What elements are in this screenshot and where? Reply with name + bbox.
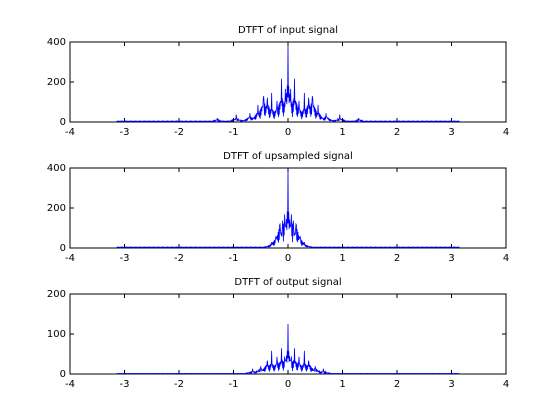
spectrum-line [116,323,460,375]
x-tick-label: 0 [285,379,291,390]
y-tick-label: 100 [47,329,66,340]
panel-input: DTFT of input signal 0 200 400 -4 -3 -2 … [47,25,509,138]
x-tick-label: 1 [339,253,345,264]
x-tick-label: -4 [65,127,75,138]
panel-upsampled: DTFT of upsampled signal 0 200 400 -4 -3… [47,151,509,264]
x-tick-label: -2 [174,253,184,264]
x-tick-label: -3 [120,127,130,138]
x-tick-label: -3 [120,253,130,264]
x-tick-label: -2 [174,379,184,390]
x-tick-label: -1 [229,253,239,264]
y-tick-label: 0 [60,243,66,254]
x-tick-label: -1 [229,379,239,390]
y-tick-label: 200 [47,77,66,88]
y-tick-label: 400 [47,37,66,48]
ticks [69,167,507,249]
panel-output: DTFT of output signal 0 100 200 -4 -3 -2… [47,277,509,390]
x-tick-label: 1 [339,379,345,390]
y-tick-label: 400 [47,163,66,174]
y-tick-label: 200 [47,203,66,214]
x-tick-label: 2 [394,379,400,390]
y-tick-label: 0 [60,117,66,128]
x-tick-label: 2 [394,127,400,138]
x-tick-label: 0 [285,127,291,138]
y-axis: 0 100 200 [47,289,66,380]
panel-title: DTFT of output signal [234,277,341,288]
y-tick-label: 0 [60,369,66,380]
x-tick-label: 0 [285,253,291,264]
x-tick-label: -4 [65,253,75,264]
x-tick-label: 4 [503,253,509,264]
y-tick-label: 200 [47,289,66,300]
y-axis: 0 200 400 [47,37,66,128]
x-tick-label: -2 [174,127,184,138]
ticks [69,41,507,123]
series-line [116,323,460,375]
y-axis: 0 200 400 [47,163,66,254]
x-tick-label: 2 [394,253,400,264]
x-axis: -4 -3 -2 -1 0 1 2 3 4 [65,127,509,138]
x-tick-label: -1 [229,127,239,138]
x-tick-label: 1 [339,127,345,138]
x-tick-label: 4 [503,127,509,138]
x-tick-label: -4 [65,379,75,390]
panel-title: DTFT of upsampled signal [223,151,353,162]
x-tick-label: -3 [120,379,130,390]
x-axis: -4 -3 -2 -1 0 1 2 3 4 [65,253,509,264]
x-axis: -4 -3 -2 -1 0 1 2 3 4 [65,379,509,390]
x-tick-label: 3 [448,379,454,390]
x-tick-label: 3 [448,127,454,138]
panel-title: DTFT of input signal [238,25,338,36]
ticks [69,293,507,375]
x-tick-label: 3 [448,253,454,264]
x-tick-label: 4 [503,379,509,390]
